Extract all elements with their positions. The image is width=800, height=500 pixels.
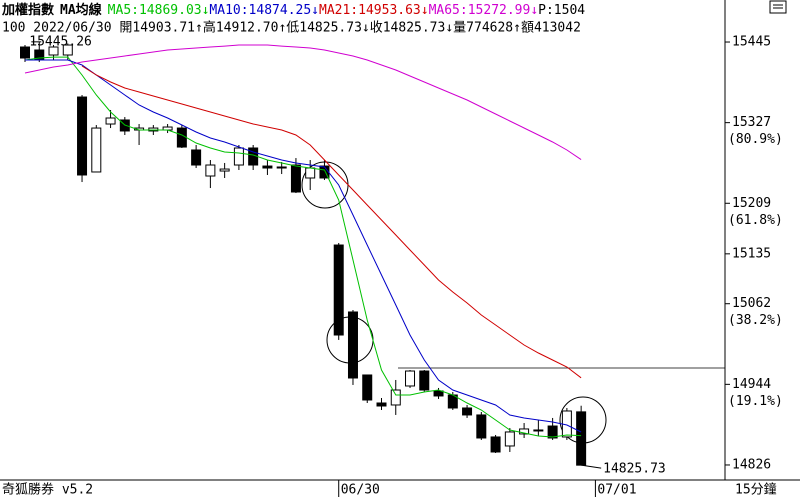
candle-body [390, 389, 401, 406]
candle-body [462, 407, 473, 416]
chart-title: 加權指數 [1, 2, 54, 18]
ma-line [24, 56, 582, 438]
candle-body [347, 311, 358, 379]
candle-body [362, 374, 373, 401]
annotation: 14825.73 [603, 462, 666, 477]
legend-entry: MA21:14953.63↓ [319, 3, 429, 18]
candle-body [233, 147, 244, 166]
candle-body [276, 166, 287, 169]
annotation: 15445.26 [29, 34, 92, 49]
candle-body [504, 431, 515, 447]
candle-body [576, 411, 587, 466]
candle-body [91, 127, 102, 173]
footer-left: 奇狐勝券 v5.2 [2, 482, 93, 498]
candle-body [305, 167, 316, 179]
candle-body [333, 244, 344, 336]
y-tick-label: 14944 [732, 377, 771, 392]
candle-body [219, 168, 230, 172]
x-tick-label: 06/30 [341, 483, 380, 498]
candle-body [191, 149, 202, 166]
candle-body [205, 164, 216, 177]
ma-line [81, 65, 582, 379]
candle-body [419, 370, 430, 391]
y-tick-label: 15327 [732, 115, 771, 130]
y-tick-note: (80.9%) [728, 132, 783, 147]
header-tail: P:1504 [538, 3, 585, 18]
candle-body [176, 127, 187, 148]
candle-body [519, 428, 530, 435]
y-tick-label: 15135 [732, 246, 771, 261]
y-tick-note: (61.8%) [728, 213, 783, 228]
y-tick-note: (19.1%) [728, 394, 783, 409]
candle-body [490, 436, 501, 453]
candle-body [290, 164, 301, 193]
candle-body [547, 425, 558, 439]
y-tick-label: 15062 [732, 296, 771, 311]
legend-entry: MA10:14874.25↓ [209, 3, 319, 18]
period: 15分鐘 [735, 482, 777, 498]
candle-body [376, 402, 387, 407]
y-tick-label: 14826 [732, 457, 771, 472]
ma-line [24, 44, 582, 161]
candle-body [533, 429, 544, 432]
y-tick-label: 15209 [732, 196, 771, 211]
annotation-leader [581, 464, 602, 469]
y-tick-label: 15445 [732, 35, 771, 50]
header: 加權指數 MA均線 MA5:14869.03↓MA10:14874.25↓MA21:… [1, 2, 585, 18]
candle-body [405, 370, 416, 387]
candle-body [77, 96, 88, 176]
candle-body [62, 44, 73, 56]
ma-line [25, 59, 582, 433]
candle-body [105, 117, 116, 125]
candle-body [48, 46, 59, 56]
candle-body [476, 414, 487, 439]
candle-body [262, 165, 273, 169]
window-icon[interactable] [769, 0, 787, 14]
candle-body [20, 46, 30, 59]
legend-entry: MA65:15272.99↓ [429, 3, 539, 18]
quote-line: 100 2022/06/30 開14903.71↑高14912.70↑低1482… [2, 20, 581, 36]
y-tick-note: (38.2%) [728, 313, 783, 328]
x-tick-label: 07/01 [597, 483, 636, 498]
candle-body [433, 390, 444, 397]
subtitle: MA均線 [60, 2, 103, 18]
legend-entry: MA5:14869.03↓ [108, 3, 210, 18]
